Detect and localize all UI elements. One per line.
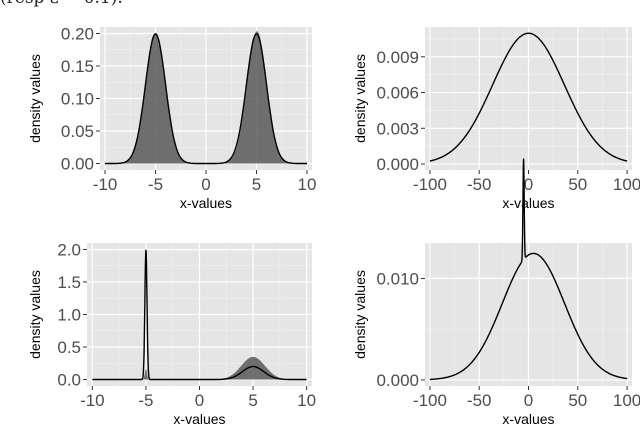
y-tick-label: 2.0 [57, 241, 81, 260]
x-tick-label: -50 [467, 175, 492, 194]
y-tick-label: 0.003 [376, 119, 419, 138]
x-tick-label: 100 [613, 391, 640, 410]
density-line-density [429, 32, 628, 162]
y-tick-label: 0.00 [61, 155, 94, 174]
x-tick-label: 0 [524, 175, 533, 194]
x-tick-label: -5 [138, 391, 153, 410]
y-axis-label: density values [352, 270, 368, 359]
y-axis-label: density values [27, 270, 43, 359]
density-line-density [429, 158, 628, 381]
x-tick-label: 10 [297, 391, 316, 410]
x-tick-label: 100 [613, 175, 640, 194]
y-tick-label: 0.000 [376, 155, 419, 174]
y-tick-label: 0.15 [61, 57, 94, 76]
density-line-density [105, 33, 307, 165]
x-tick-label: 50 [568, 175, 587, 194]
y-tick-label: 0.006 [376, 84, 419, 103]
density-fill-estimate [105, 31, 307, 164]
x-axis-label: x-values [502, 411, 554, 427]
y-tick-label: 0.0 [57, 371, 81, 390]
x-tick-label: 10 [297, 175, 316, 194]
y-tick-label: 0.010 [376, 269, 419, 288]
y-tick-label: 1.0 [57, 306, 81, 325]
density-fill-estimate [92, 356, 307, 380]
x-axis-label: x-values [180, 195, 232, 211]
y-tick-label: 0.20 [61, 25, 94, 44]
panel-bottom-right: -100 -50 0 50 100 0.000 0.010 x-values density v… [352, 158, 640, 427]
caption-text: (resp ε = 0.1). [0, 0, 123, 8]
y-tick-label: 0.05 [61, 122, 94, 141]
x-tick-label: 50 [568, 391, 587, 410]
y-tick-label: 1.5 [57, 273, 81, 292]
x-tick-label: -100 [413, 391, 447, 410]
panel-top-right: -100 -50 0 50 100 0.000 0.003 0.006 0.009 x-value… [352, 27, 640, 211]
x-tick-label: -10 [93, 175, 118, 194]
panel-top-left: -10 -5 0 5 10 0.00 0.05 0.10 0.15 0.20 x-values den… [27, 25, 316, 212]
x-tick-label: -100 [413, 175, 447, 194]
x-tick-label: 0 [524, 391, 533, 410]
y-axis-label: density values [27, 54, 43, 143]
x-tick-label: 0 [195, 391, 204, 410]
x-tick-label: 5 [252, 175, 261, 194]
y-tick-label: 0.000 [376, 371, 419, 390]
x-tick-label: -50 [467, 391, 492, 410]
x-tick-label: -10 [80, 391, 105, 410]
panel-bottom-left: -10 -5 0 5 10 0.0 0.5 1.0 1.5 2.0 x-values density … [27, 241, 316, 428]
y-axis-label: density values [352, 54, 368, 143]
x-axis-label: x-values [502, 195, 554, 211]
y-tick-label: 0.5 [57, 338, 81, 357]
density-line-density [92, 249, 307, 381]
x-axis-label: x-values [173, 411, 225, 427]
x-tick-label: -5 [148, 175, 163, 194]
x-tick-label: 5 [248, 391, 257, 410]
y-tick-label: 0.009 [376, 48, 419, 67]
y-tick-label: 0.10 [61, 90, 94, 109]
x-tick-label: 0 [201, 175, 210, 194]
